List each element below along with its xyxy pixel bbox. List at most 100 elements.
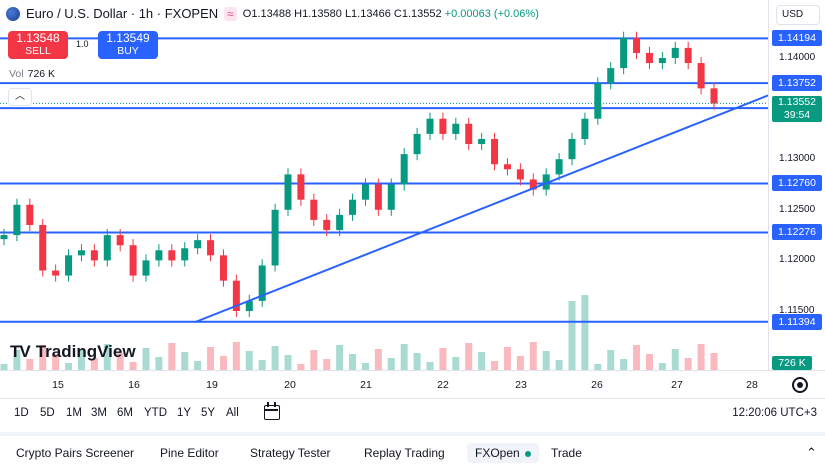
trendline[interactable] xyxy=(194,94,768,324)
candle-body xyxy=(555,159,563,175)
range-button-5y[interactable]: 5Y xyxy=(201,407,216,419)
time-label: 19 xyxy=(206,379,218,391)
price-tick: 1.12500 xyxy=(779,203,816,215)
volume-bar xyxy=(684,358,692,370)
time-label: 20 xyxy=(284,379,296,391)
bottom-tab-label: Replay Trading xyxy=(364,446,445,460)
tradingview-logo: TV TradingView xyxy=(10,342,136,362)
bar-countdown: 39:54 xyxy=(783,109,811,121)
volume-bar xyxy=(581,295,589,370)
candle-body xyxy=(116,235,124,246)
clock-timezone[interactable]: 12:20:06 UTC+3 xyxy=(732,407,817,419)
candle-body xyxy=(232,280,240,311)
horizontal-levels[interactable] xyxy=(0,37,768,323)
bottom-tab-label: Trade xyxy=(551,446,582,460)
currency-select[interactable]: USD xyxy=(776,5,820,25)
candle-body xyxy=(658,58,666,64)
candle-body xyxy=(52,270,60,276)
bottom-tab-label: FXOpen xyxy=(475,446,520,460)
candle-body xyxy=(245,300,253,311)
candle-body xyxy=(13,204,21,236)
candle-body xyxy=(620,37,628,69)
bottom-tab-trade[interactable]: Trade xyxy=(543,443,590,463)
volume-bar xyxy=(194,361,202,370)
volume-bar xyxy=(697,344,705,370)
candle-body xyxy=(671,47,679,58)
volume-axis-label: 726 K xyxy=(772,356,812,370)
high-value: H1.13580 xyxy=(294,7,342,20)
range-button-6m[interactable]: 6M xyxy=(117,407,133,419)
volume-bar xyxy=(452,357,460,370)
volume-bar xyxy=(39,345,47,370)
eur-usd-flag-icon xyxy=(6,6,20,21)
bottom-tab-crypto-pairs-screener[interactable]: Crypto Pairs Screener xyxy=(8,443,142,463)
volume-bar xyxy=(284,355,292,370)
volume-bar xyxy=(361,363,369,370)
bottom-tab-strategy-tester[interactable]: Strategy Tester xyxy=(242,443,338,463)
buy-label: BUY xyxy=(117,45,139,57)
chart-settings-icon[interactable] xyxy=(792,377,808,393)
candle-body xyxy=(77,250,85,256)
range-button-5d[interactable]: 5D xyxy=(40,407,55,419)
price-scale[interactable]: USD 1.14000 1.13000 1.12500 1.12000 1.11500 … xyxy=(768,0,825,370)
candle-body xyxy=(478,138,486,145)
range-button-all[interactable]: All xyxy=(226,407,239,419)
open-value: O1.13488 xyxy=(242,7,292,20)
volume-value: 726 K xyxy=(27,68,56,80)
bottom-tab-pine-editor[interactable]: Pine Editor xyxy=(152,443,227,463)
range-button-1d[interactable]: 1D xyxy=(14,407,29,419)
candle-body xyxy=(568,138,576,160)
candle-body xyxy=(284,174,292,210)
volume-bar xyxy=(297,364,305,370)
collapse-panel-icon[interactable]: ⌃ xyxy=(806,445,817,460)
volume-bar xyxy=(168,343,176,370)
price-tick: 1.12000 xyxy=(779,254,816,266)
symbol-title[interactable]: Euro / U.S. Dollar · 1h · FXOPEN xyxy=(26,6,219,21)
volume-bar xyxy=(658,363,666,370)
time-label: 23 xyxy=(515,379,527,391)
candle-body xyxy=(491,138,499,165)
candle-body xyxy=(684,47,692,64)
volume-bar xyxy=(387,358,395,370)
volume-bar xyxy=(568,301,576,370)
range-button-ytd[interactable]: YTD xyxy=(144,407,167,419)
candle-body xyxy=(413,133,421,155)
volume-bar xyxy=(374,349,382,370)
range-button-1y[interactable]: 1Y xyxy=(177,407,192,419)
bottom-tab-fxopen[interactable]: FXOpen xyxy=(467,443,539,463)
bottom-tab-replay-trading[interactable]: Replay Trading xyxy=(356,443,453,463)
sell-button[interactable]: 1.13548 SELL xyxy=(8,31,68,59)
level-price-label: 1.12276 xyxy=(772,224,822,241)
go-to-date-icon[interactable] xyxy=(264,402,280,420)
range-button-1m[interactable]: 1M xyxy=(66,407,82,419)
volume-bar xyxy=(116,353,124,370)
candle-body xyxy=(155,250,163,261)
candle-body xyxy=(426,118,434,134)
volume-bar xyxy=(232,342,240,370)
close-value: C1.13552 xyxy=(393,7,442,20)
tv-logo-icon: TV xyxy=(10,342,31,361)
time-axis[interactable]: 15 16 19 20 21 22 23 26 27 28 xyxy=(0,370,825,398)
current-price-label: 1.13552 39:54 xyxy=(772,96,822,122)
price-chart[interactable] xyxy=(0,0,768,370)
candle-body xyxy=(168,250,176,261)
candle-body xyxy=(349,199,357,215)
candle-body xyxy=(181,248,189,261)
range-button-3m[interactable]: 3M xyxy=(91,407,107,419)
change-value: +0.00063 (+0.06%) xyxy=(444,7,539,20)
volume-bar xyxy=(491,361,499,370)
candle-body xyxy=(194,240,202,249)
volume-bar xyxy=(129,362,137,370)
volume-bar xyxy=(65,363,73,370)
price-tick: 1.11500 xyxy=(779,305,815,316)
candle-body xyxy=(710,88,718,104)
volume-bar xyxy=(594,364,602,370)
current-price-value: 1.13552 xyxy=(778,96,816,108)
time-label: 21 xyxy=(360,379,372,391)
candle-body xyxy=(581,118,589,139)
chart-pane[interactable]: Euro / U.S. Dollar · 1h · FXOPEN ≈ O1.13… xyxy=(0,0,768,370)
indicator-wave-icon[interactable]: ≈ xyxy=(224,6,237,21)
volume-bar xyxy=(607,350,615,370)
buy-button[interactable]: 1.13549 BUY xyxy=(98,31,158,59)
collapse-legend-button[interactable]: ︿ xyxy=(8,88,32,106)
